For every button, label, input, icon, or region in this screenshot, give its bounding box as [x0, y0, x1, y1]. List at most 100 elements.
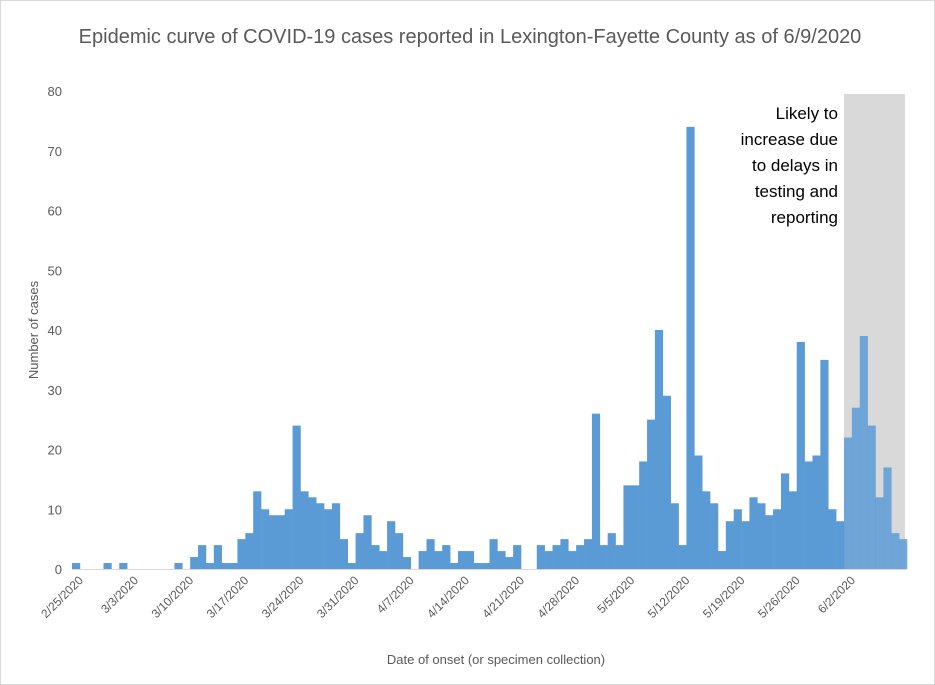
- bar: [316, 503, 325, 569]
- bar: [757, 503, 766, 569]
- bar: [103, 563, 112, 569]
- x-tick-label: 5/19/2020: [700, 573, 748, 621]
- chart-title: Epidemic curve of COVID-19 cases reporte…: [78, 26, 862, 48]
- bar: [859, 335, 868, 569]
- bar: [662, 395, 671, 569]
- bar: [867, 425, 876, 569]
- bar: [261, 509, 270, 569]
- bar: [591, 413, 601, 569]
- bar: [843, 437, 853, 569]
- bar: [300, 491, 309, 569]
- bar: [536, 545, 545, 569]
- bar: [331, 503, 341, 569]
- y-tick-label: 30: [48, 383, 62, 398]
- bar: [371, 545, 380, 569]
- bar: [505, 557, 514, 569]
- x-axis-title: Date of onset (or specimen collection): [387, 652, 605, 667]
- bar: [820, 359, 829, 570]
- bar: [780, 473, 790, 569]
- x-tick-label: 3/10/2020: [149, 573, 197, 621]
- y-tick-label: 10: [48, 502, 62, 517]
- bar: [237, 539, 246, 570]
- bar: [717, 551, 727, 569]
- y-tick-label: 0: [55, 562, 62, 577]
- bar: [647, 419, 656, 570]
- x-tick-label: 6/2/2020: [815, 573, 858, 616]
- bar: [174, 563, 183, 569]
- x-tick-label: 3/31/2020: [314, 573, 362, 621]
- bar: [205, 563, 215, 569]
- x-tick-label: 2/25/2020: [38, 573, 86, 621]
- bar: [213, 545, 222, 569]
- bar: [387, 521, 396, 569]
- y-axis-title: Number of cases: [26, 280, 41, 379]
- bar: [253, 491, 262, 569]
- bar: [245, 533, 254, 569]
- bar: [544, 551, 553, 569]
- delay-annotation: Likely to increase due to delays in testing…: [741, 104, 838, 227]
- bar: [639, 461, 648, 569]
- x-tick-label: 4/14/2020: [424, 573, 472, 621]
- bar: [276, 515, 285, 569]
- x-tick-label: 3/3/2020: [98, 573, 141, 616]
- bar: [426, 539, 435, 570]
- bar: [497, 551, 506, 569]
- bar: [749, 497, 758, 569]
- bar: [450, 563, 459, 569]
- x-tick-label: 4/7/2020: [374, 573, 417, 616]
- annotation-line: reporting: [771, 208, 838, 227]
- y-tick-label: 80: [48, 84, 62, 99]
- bar: [560, 539, 569, 570]
- bar: [733, 509, 742, 569]
- bar: [631, 485, 640, 569]
- bar-series: [72, 126, 908, 570]
- bar: [851, 407, 861, 569]
- bar: [339, 539, 349, 570]
- bar: [379, 551, 388, 569]
- bar: [442, 545, 451, 569]
- bar: [355, 533, 364, 569]
- bar: [765, 515, 774, 569]
- bar: [308, 497, 317, 569]
- bar: [804, 461, 813, 569]
- y-tick-label: 50: [48, 263, 62, 278]
- bar: [229, 563, 238, 569]
- x-tick-label: 3/17/2020: [204, 573, 252, 621]
- bar: [812, 455, 821, 569]
- bar: [670, 503, 679, 569]
- x-tick-label: 5/12/2020: [645, 573, 693, 621]
- bar: [875, 497, 884, 569]
- x-axis-ticks: 2/25/2020 3/3/2020 3/10/2020 3/17/2020 3/24/…: [38, 573, 858, 621]
- bar: [899, 539, 908, 570]
- bar: [363, 515, 372, 569]
- bar: [198, 545, 207, 569]
- bar: [828, 509, 837, 569]
- bar: [284, 509, 293, 569]
- y-tick-label: 40: [48, 323, 62, 338]
- bar: [607, 533, 616, 569]
- bar: [836, 521, 845, 569]
- bar: [292, 425, 301, 569]
- bar: [324, 509, 333, 569]
- bar: [725, 521, 734, 569]
- x-tick-label: 5/26/2020: [755, 573, 803, 621]
- x-tick-label: 5/5/2020: [594, 573, 637, 616]
- y-tick-label: 20: [48, 443, 62, 458]
- bar: [694, 455, 703, 569]
- annotation-line: Likely to: [776, 104, 838, 123]
- x-tick-label: 3/24/2020: [259, 573, 307, 621]
- bar: [347, 563, 356, 569]
- bar: [615, 545, 624, 569]
- bar: [702, 491, 711, 569]
- bar: [788, 491, 798, 569]
- bar: [402, 557, 412, 569]
- bar: [434, 551, 443, 569]
- bar: [465, 551, 475, 569]
- bar: [552, 545, 561, 569]
- x-tick-label: 4/28/2020: [535, 573, 583, 621]
- bar: [678, 545, 687, 569]
- bar: [584, 539, 593, 570]
- annotation-line: increase due: [741, 130, 838, 149]
- bar: [481, 563, 490, 569]
